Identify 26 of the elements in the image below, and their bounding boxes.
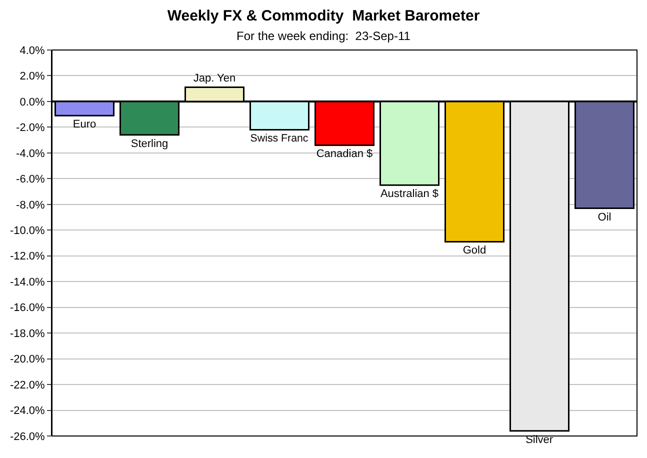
x-tick-label: Australian $ xyxy=(380,188,439,200)
x-tick-label: Euro xyxy=(72,118,96,131)
y-tick-label: -2.0% xyxy=(16,122,46,134)
y-tick-label: -18.0% xyxy=(10,328,46,340)
y-tick-label: -20.0% xyxy=(10,354,46,366)
y-tick-label: -4.0% xyxy=(16,148,46,160)
y-tick-label: -6.0% xyxy=(16,174,46,186)
x-tick-label: Swiss Franc xyxy=(250,132,309,144)
y-tick-label: -8.0% xyxy=(16,199,46,212)
y-tick-label: 0.0% xyxy=(20,96,46,108)
y-tick-label: 2.0% xyxy=(20,70,46,83)
y-tick-label: -10.0% xyxy=(10,224,46,237)
y-tick-label: -12.0% xyxy=(10,250,46,263)
chart-subtitle: For the week ending: 23-Sep-11 xyxy=(236,29,411,44)
x-tick-label: Oil xyxy=(598,211,612,224)
y-tick-label: -22.0% xyxy=(10,379,46,392)
y-tick-label: 4.0% xyxy=(20,44,46,57)
x-tick-label: Sterling xyxy=(130,138,168,150)
x-tick-label: Canadian $ xyxy=(316,148,373,160)
x-tick-label: Jap. Yen xyxy=(193,72,236,84)
y-tick-label: -24.0% xyxy=(10,405,46,418)
x-tick-label: Gold xyxy=(462,244,486,257)
y-tick-label: -16.0% xyxy=(10,302,46,314)
y-tick-label: -26.0% xyxy=(10,430,46,443)
y-tick-label: -14.0% xyxy=(10,276,46,288)
chart-title: Weekly FX & Commodity Market Barometer xyxy=(167,8,480,25)
